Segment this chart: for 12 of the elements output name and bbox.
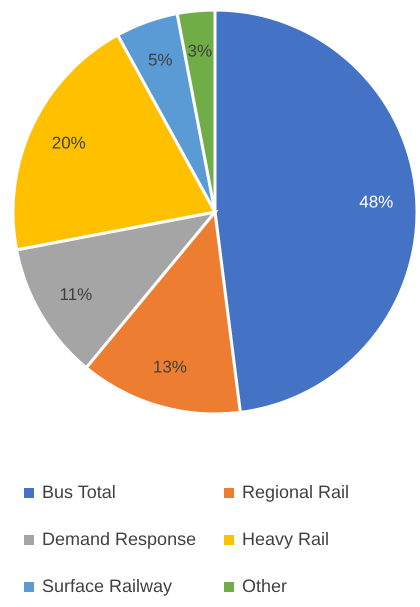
legend-label: Surface Railway (42, 576, 172, 597)
legend-label: Demand Response (42, 529, 196, 550)
legend-label: Bus Total (42, 482, 116, 503)
data-label: 20% (52, 134, 86, 153)
legend-label: Heavy Rail (242, 529, 330, 550)
legend-label: Regional Rail (242, 482, 350, 503)
data-label: 11% (60, 284, 92, 304)
data-label: 48% (359, 192, 394, 212)
legend-label: Other (242, 576, 288, 597)
data-label: 3% (188, 42, 212, 61)
data-label: 5% (148, 50, 173, 70)
data-label: 13% (152, 358, 187, 377)
